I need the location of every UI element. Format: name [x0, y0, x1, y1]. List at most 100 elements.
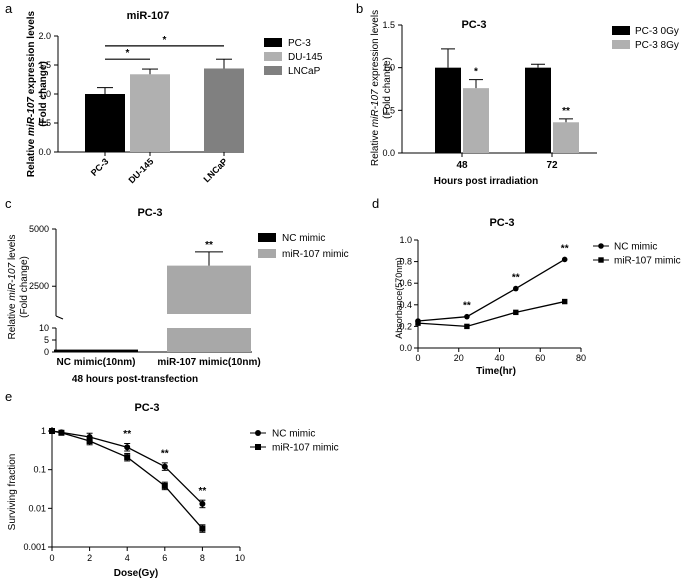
- chart-e-x-tick-label: 2: [87, 553, 92, 563]
- chart-d-y-tick-label: 0.0: [399, 343, 412, 353]
- chart-e-point: [199, 525, 206, 532]
- panel-letter-c: c: [5, 196, 12, 211]
- chart-d-point: [464, 313, 470, 320]
- chart-a-title: miR-107: [127, 10, 170, 22]
- chart-e-x-tick-label: 6: [162, 553, 167, 563]
- chart-d-title: PC-3: [489, 217, 514, 229]
- chart-d-point: [513, 285, 519, 292]
- chart-e-legend-marker: [255, 430, 261, 436]
- chart-c-bar: [167, 265, 251, 314]
- chart-d-significance-label: **: [463, 301, 471, 312]
- chart-b-legend-label: PC-3 8Gy: [635, 40, 679, 51]
- chart-e-significance-label: **: [199, 486, 207, 497]
- chart-d-x-tick-label: 0: [415, 353, 420, 363]
- chart-c-axis-break: [55, 315, 64, 320]
- chart-d-series-line: [417, 258, 566, 322]
- chart-d-y-tick-label: 1.0: [399, 235, 412, 245]
- chart-d-x-tick-label: 60: [535, 353, 545, 363]
- chart-e-legend-label: NC mimic: [272, 429, 315, 440]
- chart-b-bar: [525, 67, 551, 153]
- chart-b-significance-label: *: [474, 67, 478, 78]
- chart-d-y-tick-label: 0.8: [399, 257, 412, 267]
- chart-e-x-tick-label: 4: [125, 553, 130, 563]
- panel-d: PC-3 Absorbance(570nm) Time(hr) 0.0 0.2 0.…: [394, 217, 681, 377]
- chart-c-y-tick-label: 10: [39, 323, 49, 333]
- chart-b-y-tick-label: 1.5: [382, 20, 395, 30]
- chart-b-significance-label: **: [562, 106, 570, 117]
- chart-b-bar: [463, 88, 489, 153]
- chart-a-x-tick-label: DU-145: [126, 156, 155, 185]
- chart-e-ylabel: Surviving fraction: [7, 454, 18, 531]
- chart-a-significance-label: *: [163, 35, 167, 46]
- chart-e-y-tick-label: 0.1: [33, 465, 46, 475]
- chart-d-y-tick-label: 0.6: [399, 278, 412, 288]
- chart-d-legend-label: miR-107 mimic: [614, 256, 681, 267]
- chart-d-legend-marker: [598, 243, 604, 249]
- chart-e-point: [161, 463, 168, 470]
- chart-a-y-tick-label: 0.5: [38, 118, 51, 128]
- chart-e-x-tick-label: 10: [235, 553, 245, 563]
- panel-c: PC-3 Relative miR-107 levels (Fold chang…: [7, 207, 349, 385]
- chart-c-ylabel-2: (Fold change): [19, 256, 30, 318]
- chart-c-y-tick-label: 0: [44, 347, 49, 357]
- panel-letter-d: d: [372, 196, 379, 211]
- chart-c-y-tick-label: 5: [44, 335, 49, 345]
- chart-b-bar: [553, 122, 579, 153]
- chart-a-legend-swatch: [264, 52, 282, 61]
- chart-c-xlabel: 48 hours post-transfection: [72, 374, 198, 385]
- chart-e-significance-label: **: [161, 449, 169, 460]
- chart-d-significance-label: **: [512, 273, 520, 284]
- chart-e-x-tick-label: 8: [200, 553, 205, 563]
- chart-e-point: [86, 438, 93, 445]
- chart-d-y-tick-label: 0.2: [399, 321, 412, 331]
- chart-b-legend-label: PC-3 0Gy: [635, 26, 679, 37]
- chart-c-legend-swatch: [258, 233, 276, 242]
- chart-d-legend-label: NC mimic: [614, 242, 657, 253]
- chart-d-y-tick-label: 0.4: [399, 300, 412, 310]
- chart-e-point: [199, 500, 206, 507]
- chart-a-y-tick-label: 1.5: [38, 60, 51, 70]
- chart-e-point: [161, 482, 168, 489]
- chart-c-bar-lower-segment: [167, 328, 251, 352]
- chart-a-x-tick-label: PC-3: [89, 156, 111, 178]
- chart-c-y-tick-label: 5000: [29, 224, 49, 234]
- chart-a-bar: [204, 68, 244, 152]
- chart-e-point: [124, 444, 131, 451]
- chart-d-xlabel: Time(hr): [476, 366, 516, 377]
- chart-d-x-tick-label: 40: [494, 353, 504, 363]
- chart-e-title: PC-3: [134, 402, 159, 414]
- chart-e-point: [49, 428, 55, 434]
- chart-c-significance-label: **: [205, 240, 213, 251]
- chart-e-y-tick-label: 0.01: [28, 503, 46, 513]
- chart-a-ylabel-1: Relative miR-107 expression levels: [26, 10, 37, 177]
- chart-a-y-tick-label: 1.0: [38, 89, 51, 99]
- chart-a-bar: [130, 74, 170, 152]
- chart-e-y-tick-label: 1: [41, 426, 46, 436]
- chart-c-bar: [54, 349, 138, 352]
- chart-c-ylabel-1: Relative miR-107 levels: [7, 234, 18, 339]
- chart-d-point: [415, 320, 421, 326]
- chart-b-y-tick-label: 0.5: [382, 105, 395, 115]
- chart-b-title: PC-3: [461, 19, 486, 31]
- panel-letter-e: e: [5, 389, 12, 404]
- chart-c-x-tick-label: NC mimic(10nm): [57, 357, 136, 368]
- chart-e-point: [124, 454, 131, 461]
- chart-d-point: [562, 298, 568, 305]
- chart-a-y-tick-label: 0.0: [38, 147, 51, 157]
- chart-e-y-tick-label: 0.001: [23, 542, 46, 552]
- chart-d-significance-label: **: [561, 243, 569, 254]
- chart-a-y-tick-label: 2.0: [38, 31, 51, 41]
- chart-b-ylabel-2: (Fold change): [382, 57, 393, 119]
- chart-d-series-line: [417, 300, 565, 328]
- chart-e-legend-label: miR-107 mimic: [272, 443, 339, 454]
- chart-a-ylabel-2: (Fold change): [38, 61, 49, 127]
- chart-b-ylabel-1: Relative miR-107 expression levels: [370, 10, 381, 166]
- chart-e-xlabel: Dose(Gy): [114, 568, 158, 579]
- chart-b-y-tick-label: 0.0: [382, 148, 395, 158]
- chart-b-y-tick-label: 1.0: [382, 63, 395, 73]
- chart-a-legend-label: DU-145: [288, 52, 323, 63]
- chart-c-x-tick-label: miR-107 mimic(10nm): [157, 357, 260, 368]
- chart-b-legend-swatch: [612, 40, 630, 49]
- chart-d-point: [561, 256, 568, 263]
